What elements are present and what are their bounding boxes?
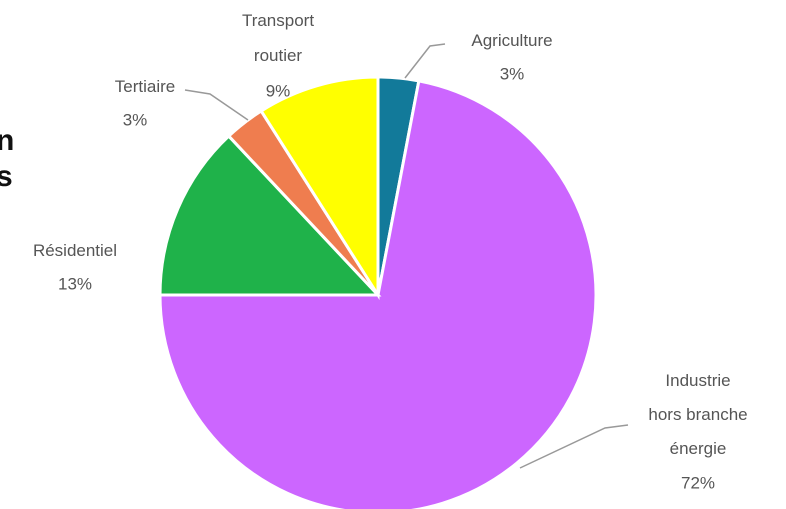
pie bbox=[158, 75, 598, 509]
category-label: Industrie hors branche énergie bbox=[648, 371, 747, 458]
value-label: 9% bbox=[266, 81, 291, 100]
category-label: Résidentiel bbox=[33, 241, 117, 260]
value-label: 3% bbox=[500, 64, 525, 83]
leader-line bbox=[519, 424, 629, 469]
leader-line bbox=[184, 89, 249, 121]
category-label: Tertiaire bbox=[115, 77, 175, 96]
pie-slice bbox=[158, 133, 382, 297]
value-label: 3% bbox=[123, 110, 148, 129]
labels: Agriculture 3% Industrie hors branche énergi… bbox=[33, 11, 748, 492]
pie-slice bbox=[259, 75, 380, 301]
cropped-title-fragment: s bbox=[0, 160, 13, 193]
category-label: Agriculture bbox=[471, 31, 552, 50]
leader-line bbox=[404, 43, 446, 79]
value-label: 72% bbox=[681, 473, 715, 492]
pie-slice bbox=[158, 79, 598, 509]
category-label: Transport routier bbox=[242, 11, 314, 65]
cropped-title-fragment: n bbox=[0, 124, 14, 157]
value-label: 13% bbox=[58, 274, 92, 293]
